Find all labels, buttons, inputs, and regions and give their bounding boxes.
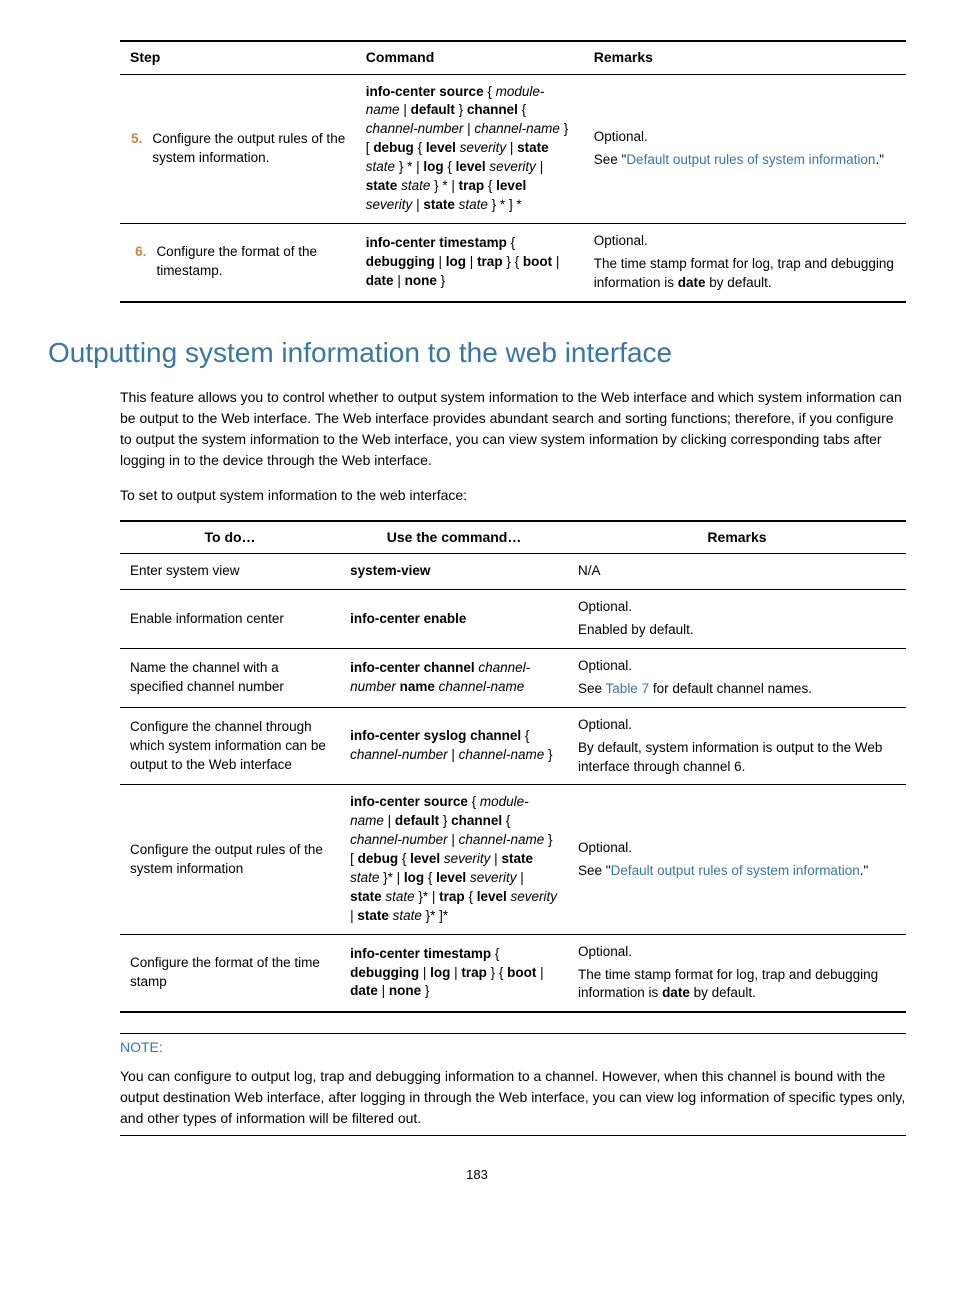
lead-in-text: To set to output system information to t… — [120, 485, 906, 506]
command-cell: system-view — [340, 554, 568, 590]
todo-cell: Configure the format of the time stamp — [120, 934, 340, 1012]
table-row: Name the channel with a specified channe… — [120, 648, 906, 707]
th-remarks2: Remarks — [568, 521, 906, 554]
table-row: Configure the output rules of the system… — [120, 785, 906, 934]
first-table: Step Command Remarks 5. Configure the out… — [120, 40, 906, 303]
remarks-cell: N/A — [568, 554, 906, 590]
todo-cell: Name the channel with a specified channe… — [120, 648, 340, 707]
command-cell: info-center source { module-name | defau… — [340, 785, 568, 934]
table-row: 6. Configure the format of the timestamp.… — [120, 223, 906, 301]
remarks-cell: Optional.See "Default output rules of sy… — [568, 785, 906, 934]
table-row: 5. Configure the output rules of the syst… — [120, 74, 906, 223]
step-text: Configure the output rules of the system… — [152, 131, 345, 165]
remarks-cell: Optional.See Table 7 for default channel… — [568, 648, 906, 707]
th-step: Step — [120, 41, 356, 74]
todo-cell: Configure the output rules of the system… — [120, 785, 340, 934]
table-row: Enable information centerinfo-center ena… — [120, 590, 906, 649]
remarks-cell: Optional.The time stamp format for log, … — [584, 223, 906, 301]
note-body: You can configure to output log, trap an… — [120, 1066, 906, 1129]
command-cell: info-center timestamp { debugging | log … — [340, 934, 568, 1012]
remarks-cell: Optional.Enabled by default. — [568, 590, 906, 649]
intro-paragraph: This feature allows you to control wheth… — [120, 387, 906, 471]
second-table: To do… Use the command… Remarks Enter sy… — [120, 520, 906, 1014]
table-row: Enter system viewsystem-viewN/A — [120, 554, 906, 590]
th-usecommand: Use the command… — [340, 521, 568, 554]
table-row: Configure the format of the time stampin… — [120, 934, 906, 1012]
th-command: Command — [356, 41, 584, 74]
command-cell: info-center enable — [340, 590, 568, 649]
second-table-wrap: To do… Use the command… Remarks Enter sy… — [120, 520, 906, 1014]
page-number: 183 — [48, 1166, 906, 1184]
inline-link[interactable]: Default output rules of system informati… — [626, 152, 875, 167]
table-header-row: Step Command Remarks — [120, 41, 906, 74]
step-number: 6. — [130, 243, 146, 281]
note-title: NOTE: — [120, 1033, 906, 1058]
todo-cell: Enable information center — [120, 590, 340, 649]
inline-link[interactable]: Default output rules of system informati… — [611, 863, 860, 878]
first-table-wrap: Step Command Remarks 5. Configure the out… — [120, 40, 906, 303]
page-title: Outputting system information to the web… — [48, 333, 906, 372]
remarks-cell: Optional.The time stamp format for log, … — [568, 934, 906, 1012]
remarks-cell: Optional.By default, system information … — [568, 707, 906, 785]
step-text: Configure the format of the timestamp. — [156, 244, 317, 278]
todo-cell: Enter system view — [120, 554, 340, 590]
table-header-row: To do… Use the command… Remarks — [120, 521, 906, 554]
command-cell: info-center source { module-name | defau… — [356, 74, 584, 223]
command-cell: info-center syslog channel { channel-num… — [340, 707, 568, 785]
remarks-cell: Optional.See "Default output rules of sy… — [584, 74, 906, 223]
todo-cell: Configure the channel through which syst… — [120, 707, 340, 785]
inline-link[interactable]: Table 7 — [606, 681, 650, 696]
note-block: NOTE: You can configure to output log, t… — [120, 1033, 906, 1136]
command-cell: info-center channel channel-number name … — [340, 648, 568, 707]
th-remarks: Remarks — [584, 41, 906, 74]
step-number: 5. — [130, 130, 142, 168]
table-row: Configure the channel through which syst… — [120, 707, 906, 785]
command-cell: info-center timestamp { debugging | log … — [356, 223, 584, 301]
th-todo: To do… — [120, 521, 340, 554]
